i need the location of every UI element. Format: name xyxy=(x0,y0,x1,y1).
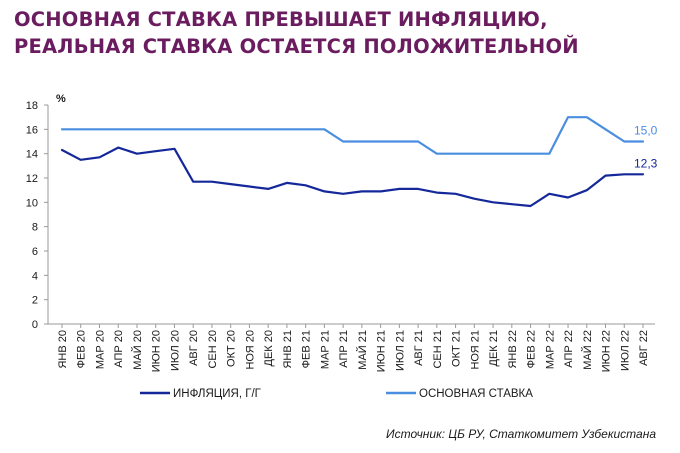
x-tick-label: ИЮН 21 xyxy=(376,330,388,372)
x-tick-label: ОКТ 21 xyxy=(451,330,463,367)
y-tick-label: 14 xyxy=(26,149,38,161)
x-tick-label: СЕН 20 xyxy=(207,330,219,369)
x-tick-label: НОЯ 21 xyxy=(469,330,481,370)
x-tick-label: АВГ 20 xyxy=(188,330,200,366)
x-tick-label: МАР 22 xyxy=(544,330,556,369)
y-tick-label: 2 xyxy=(32,295,38,307)
x-tick-label: МАЙ 20 xyxy=(131,330,144,370)
x-tick-label: МАЙ 21 xyxy=(356,330,369,370)
x-tick-label: ЯНВ 22 xyxy=(507,330,519,369)
y-axis-unit: % xyxy=(56,93,66,105)
x-tick-label: ДЕК 20 xyxy=(263,330,275,367)
chart-title-line1: ОСНОВНАЯ СТАВКА ПРЕВЫШАЕТ ИНФЛЯЦИЮ, xyxy=(14,8,548,31)
legend-label-inflation: ИНФЛЯЦИЯ, Г/Г xyxy=(173,388,262,400)
series-line-inflation xyxy=(60,146,645,208)
chart-title-line2: РЕАЛЬНАЯ СТАВКА ОСТАЕТСЯ ПОЛОЖИТЕЛЬНОЙ xyxy=(14,35,579,58)
chart-title: ОСНОВНАЯ СТАВКА ПРЕВЫШАЕТ ИНФЛЯЦИЮ, РЕАЛ… xyxy=(14,6,674,60)
y-tick-label: 16 xyxy=(26,124,38,136)
x-tick-label: НОЯ 20 xyxy=(244,330,256,370)
x-tick-label: ДЕК 21 xyxy=(488,330,500,367)
x-tick-label: ФЕВ 22 xyxy=(526,330,538,368)
x-tick-label: МАР 21 xyxy=(319,330,331,369)
y-tick-label: 18 xyxy=(26,100,38,112)
end-label-inflation: 12,3 xyxy=(634,156,658,170)
x-tick-label: ИЮЛ 22 xyxy=(619,330,631,371)
x-tick-label: АВГ 22 xyxy=(638,330,650,366)
x-tick-label: ОКТ 20 xyxy=(226,330,238,367)
x-tick-label: АПР 22 xyxy=(563,330,575,368)
y-tick-label: 0 xyxy=(32,319,38,331)
x-tick-label: СЕН 21 xyxy=(432,330,444,369)
y-tick-label: 12 xyxy=(26,173,38,185)
x-tick-label: ФЕВ 20 xyxy=(76,330,88,368)
x-tick-label: ФЕВ 21 xyxy=(301,330,313,368)
x-tick-label: ИЮН 20 xyxy=(151,330,163,372)
y-tick-label: 10 xyxy=(26,197,38,209)
series-line-key-rate xyxy=(60,116,645,155)
legend-label-key-rate: ОСНОВНАЯ СТАВКА xyxy=(419,388,533,400)
source-note: Источник: ЦБ РУ, Статкомитет Узбекистана xyxy=(386,427,656,441)
x-tick-label: ЯНВ 21 xyxy=(282,330,294,369)
x-tick-label: МАЙ 22 xyxy=(581,330,594,370)
x-tick-label: ИЮН 22 xyxy=(601,330,613,372)
x-tick-label: ИЮЛ 21 xyxy=(394,330,406,371)
y-tick-label: 8 xyxy=(32,222,38,234)
x-tick-label: ИЮЛ 20 xyxy=(169,330,181,371)
end-label-key-rate: 15,0 xyxy=(634,124,658,138)
x-tick-label: АПР 21 xyxy=(338,330,350,368)
x-tick-label: ЯНВ 20 xyxy=(57,330,69,369)
x-tick-label: АВГ 21 xyxy=(413,330,425,366)
y-tick-label: 6 xyxy=(32,246,38,258)
y-tick-label: 4 xyxy=(32,270,38,282)
x-tick-label: МАР 20 xyxy=(94,330,106,369)
x-tick-label: АПР 20 xyxy=(113,330,125,368)
